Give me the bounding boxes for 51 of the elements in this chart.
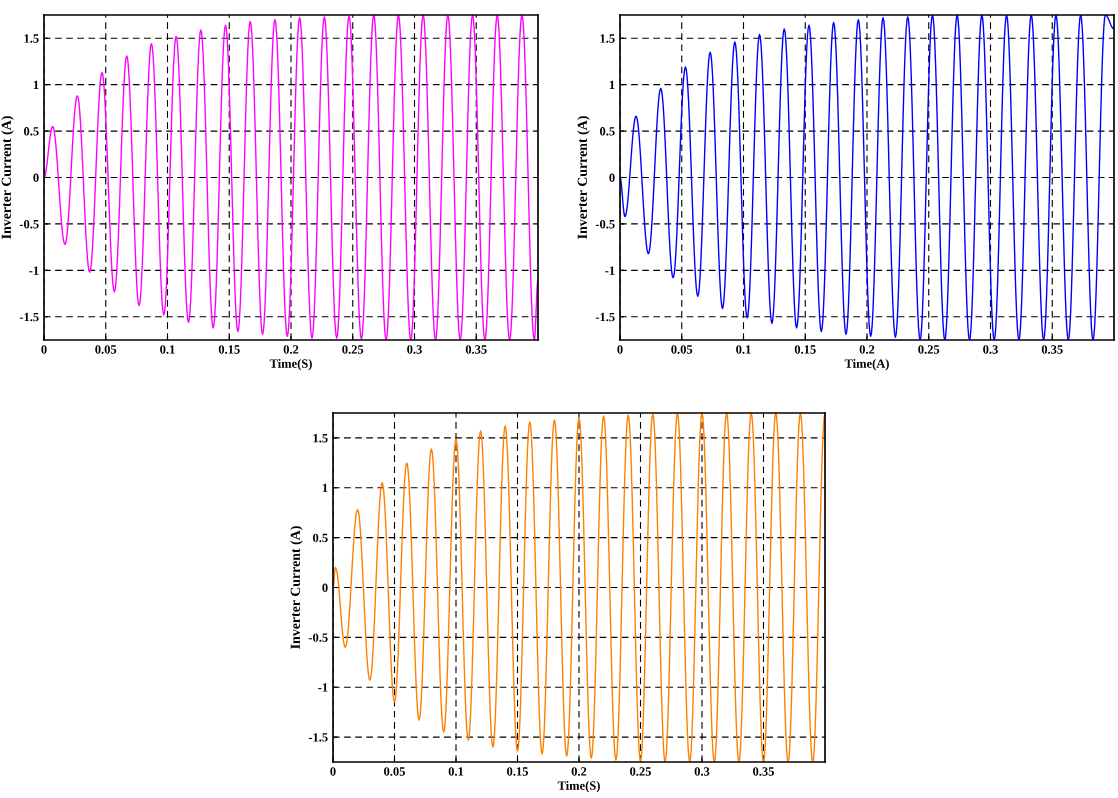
x-tick-label: 0.15: [794, 345, 816, 354]
x-axis-title: Time(A): [844, 358, 889, 371]
y-tick-label: 0: [609, 173, 615, 182]
x-tick-label: 0: [330, 767, 336, 776]
y-tick-label: -0.5: [308, 633, 328, 642]
y-tick-label: -1: [29, 266, 39, 275]
x-tick-label: 0.15: [507, 767, 528, 776]
y-tick-label: -0.5: [595, 219, 615, 229]
x-tick-label: 0.1: [448, 767, 464, 776]
y-tick-label: 0.5: [312, 533, 328, 543]
y-axis-title: Inverter Current (A): [577, 116, 590, 239]
y-tick-label: -1: [318, 683, 328, 692]
x-axis-title: Time(S): [557, 780, 600, 793]
x-tick-label: 0.3: [983, 345, 998, 354]
x-tick-label: 0.2: [283, 345, 299, 354]
y-tick-label: -1: [605, 266, 615, 275]
x-tick-label: 0.35: [465, 345, 487, 354]
y-tick-label: -1.5: [595, 312, 615, 322]
y-tick-label: 1: [33, 80, 39, 89]
y-tick-label: 0.5: [23, 127, 39, 136]
y-tick-label: 1: [609, 80, 615, 89]
x-tick-label: 0.05: [95, 345, 117, 354]
x-tick-label: 0.35: [753, 767, 774, 776]
x-tick-label: 0.35: [1041, 345, 1063, 354]
x-axis-title: Time(S): [269, 358, 312, 371]
x-tick-label: 0.2: [859, 345, 875, 354]
y-axis-title: Inverter Current (A): [290, 526, 303, 649]
y-tick-label: 0.5: [599, 127, 615, 136]
y-tick-label: 1.5: [24, 34, 39, 43]
x-tick-label: 0.25: [630, 767, 651, 776]
x-tick-label: 0: [41, 345, 47, 354]
y-tick-label: 1.5: [313, 434, 328, 443]
y-tick-label: -0.5: [19, 219, 39, 229]
x-tick-label: 0: [617, 345, 623, 354]
x-tick-label: 0.3: [694, 767, 710, 776]
x-tick-label: 0.15: [218, 345, 240, 354]
x-tick-label: 0.2: [571, 767, 587, 776]
y-tick-label: 0: [322, 583, 328, 592]
x-tick-label: 0.1: [160, 345, 175, 354]
x-tick-label: 0.3: [407, 345, 422, 354]
x-tick-label: 0.25: [342, 345, 364, 354]
y-tick-label: -1.5: [308, 733, 328, 742]
y-tick-label: 1: [322, 483, 328, 493]
y-tick-label: 0: [33, 173, 39, 182]
y-tick-label: -1.5: [19, 312, 39, 322]
y-axis-title: Inverter Current (A): [1, 116, 14, 239]
x-tick-label: 0.05: [384, 767, 405, 776]
x-tick-label: 0.05: [671, 345, 693, 354]
x-tick-label: 0.1: [736, 345, 751, 354]
y-tick-label: 1.5: [600, 34, 615, 43]
x-tick-label: 0.25: [918, 345, 940, 354]
